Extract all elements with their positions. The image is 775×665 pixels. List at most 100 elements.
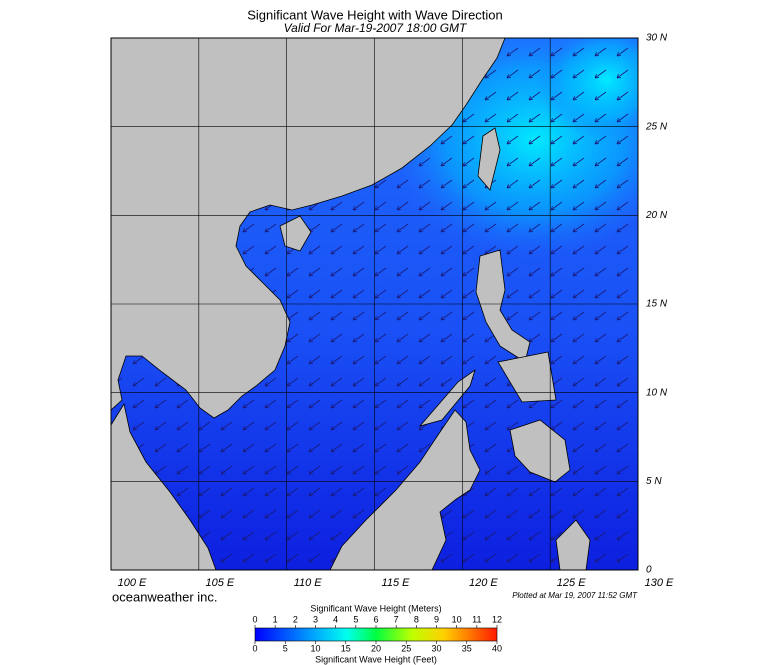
wave-arrow [396,355,409,365]
wave-arrow [330,531,343,541]
wave-arrow [616,399,629,409]
feet-tick-label: 30 [431,643,441,653]
feet-tick-label: 15 [341,643,351,653]
wave-arrow [374,355,387,365]
wave-arrow [572,245,585,255]
wave-arrow [374,179,387,189]
wave-arrow [528,91,541,101]
borneo [329,409,481,570]
wave-arrow [594,355,607,365]
wave-arrow [352,267,365,277]
wave-arrow [308,487,321,497]
feet-tick-label: 10 [310,643,320,653]
wave-arrow [396,179,409,189]
wave-arrow [594,179,607,189]
feet-tick-label: 40 [492,643,502,653]
wave-arrow [440,223,453,233]
wave-arrow [550,135,563,145]
wave-arrow [528,223,541,233]
lat-label: 25 N [645,121,668,132]
wave-arrow [220,443,233,453]
wave-arrow [528,47,541,57]
wave-arrow [308,443,321,453]
wave-arrow [550,355,563,365]
wave-arrow [484,113,497,123]
wave-arrow [594,377,607,387]
meters-tick-label: 7 [394,614,399,624]
mindanao [509,419,571,483]
wave-arrow [242,465,255,475]
wave-arrow [308,267,321,277]
wave-arrow [594,69,607,79]
wave-arrow [506,267,519,277]
wave-arrow [132,355,145,365]
wave-arrow [528,245,541,255]
wave-arrow [506,157,519,167]
wave-arrow [264,377,277,387]
wave-arrow [264,223,277,233]
wave-arrow [462,245,475,255]
wave-arrow [440,355,453,365]
wave-arrow [572,157,585,167]
wave-arrow [572,267,585,277]
wave-arrow [594,289,607,299]
wave-arrow [286,333,299,343]
wave-arrow [396,267,409,277]
plotted-time: Plotted at Mar 19, 2007 11:52 GMT [512,591,638,600]
wave-arrow [418,179,431,189]
wave-arrow [418,201,431,211]
wave-arrow [286,421,299,431]
wave-arrow [374,465,387,475]
wave-arrow [198,465,211,475]
wave-arrow [352,421,365,431]
feet-tick-label: 35 [462,643,472,653]
wave-arrow [330,245,343,255]
wave-arrow [264,443,277,453]
land [111,38,591,570]
visayas [497,351,557,403]
wave-arrow [418,289,431,299]
wave-arrow [550,245,563,255]
wave-arrow [550,531,563,541]
wave-arrow [308,421,321,431]
wave-arrow [484,443,497,453]
luzon [475,249,531,363]
wave-arrow [264,245,277,255]
wave-arrow [616,135,629,145]
wave-arrow [616,333,629,343]
meters-tick-label: 8 [414,614,419,624]
wave-arrow [528,289,541,299]
wave-arrow [440,377,453,387]
wave-arrow [506,179,519,189]
wave-arrow [374,443,387,453]
wave-arrow [616,289,629,299]
wave-arrow [594,421,607,431]
wave-arrow [484,91,497,101]
wave-arrow [594,399,607,409]
wave-arrow [220,509,233,519]
wave-arrow [594,47,607,57]
wave-arrow [440,157,453,167]
wave-arrow [550,69,563,79]
wave-arrow [330,399,343,409]
wave-arrow [594,465,607,475]
wave-arrow [506,223,519,233]
wave-arrow [396,443,409,453]
meters-tick-label: 4 [333,614,338,624]
lon-label: 110 E [294,577,323,589]
wave-arrow [286,465,299,475]
wave-arrow [352,465,365,475]
wave-arrow [572,201,585,211]
wave-arrow [462,399,475,409]
wave-arrow [418,157,431,167]
wave-arrow [550,267,563,277]
wave-arrow [572,47,585,57]
lat-label: 20 N [645,210,668,221]
feet-tick-label: 0 [252,643,257,653]
wave-arrow [198,421,211,431]
wave-arrow [418,245,431,255]
wave-arrow [550,311,563,321]
wave-arrow [440,179,453,189]
feet-tick-label: 25 [401,643,411,653]
wave-arrow [220,531,233,541]
